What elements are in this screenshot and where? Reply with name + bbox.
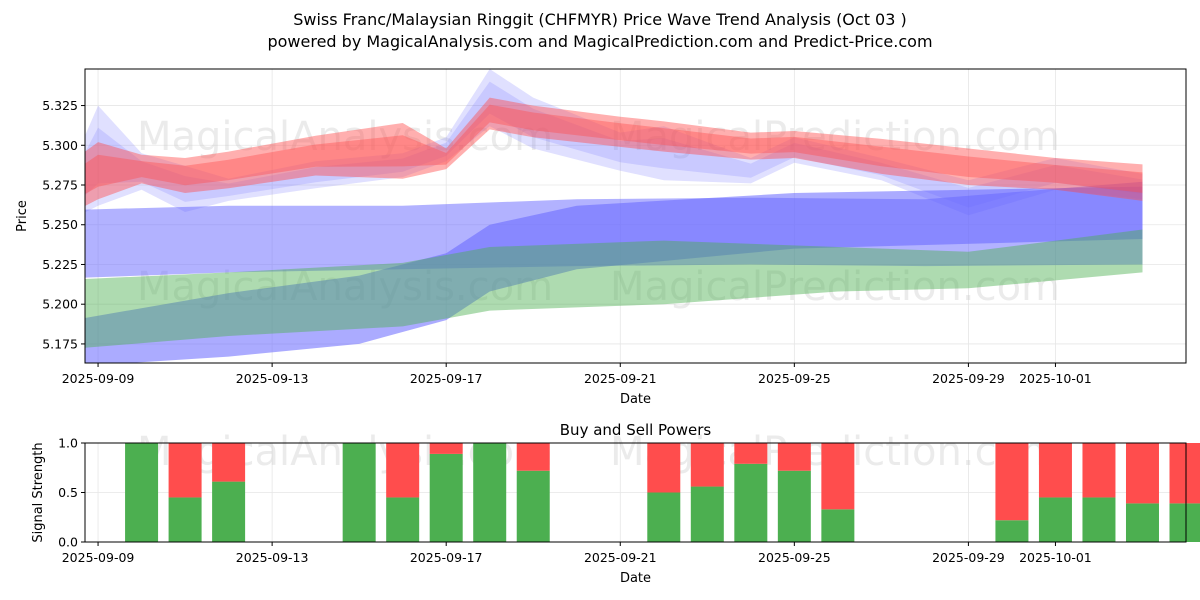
y-tick-label: 5.275 <box>42 178 78 193</box>
watermark-text: MagicalAnalysis.com <box>137 114 553 160</box>
plot-frame <box>84 68 1187 364</box>
sell-bar <box>429 443 463 454</box>
buy-bar <box>777 470 811 542</box>
watermark-text: MagicalPrediction.com <box>610 114 1060 160</box>
bar-y-tick-label: 0.0 <box>58 535 78 550</box>
x-tick-label: 2025-10-01 <box>1019 371 1092 386</box>
buy-bar <box>821 509 855 542</box>
buy-bar <box>1082 497 1116 542</box>
sell-bar <box>821 443 855 510</box>
bar-chart-title: Buy and Sell Powers <box>560 421 712 439</box>
sell-bar <box>734 443 768 464</box>
bands-group <box>85 69 1143 363</box>
bar-x-tick-label: 2025-09-25 <box>758 550 831 565</box>
y-tick-label: 5.325 <box>42 98 78 113</box>
x-tick-label: 2025-09-21 <box>584 371 657 386</box>
bar-x-tick-label: 2025-09-09 <box>62 550 135 565</box>
price-plot: MagicalAnalysis.com MagicalPrediction.com… <box>15 68 1187 407</box>
sell-bar <box>777 443 811 471</box>
sell-bar <box>516 443 550 471</box>
y-axis-label: Price <box>15 200 30 232</box>
sell-bar <box>1169 443 1200 504</box>
buy-bar <box>734 463 768 542</box>
buy-bar <box>125 443 159 542</box>
bar-x-tick-label: 2025-09-13 <box>236 550 309 565</box>
sell-bar <box>386 443 420 498</box>
bar-y-tick-label: 0.5 <box>58 485 78 500</box>
sell-bar <box>1125 443 1159 504</box>
x-tick-label: 2025-09-17 <box>410 371 483 386</box>
sell-bar <box>647 443 681 493</box>
buy-bar <box>647 492 681 542</box>
bar-x-tick-label: 2025-09-29 <box>932 550 1005 565</box>
blue-wave-band-core <box>85 81 1143 208</box>
buy-bar <box>429 453 463 542</box>
sell-bar <box>212 443 246 482</box>
bar-x-axis-label: Date <box>620 571 651 586</box>
x-tick-label: 2025-09-09 <box>62 371 135 386</box>
watermark-text: MagicalPrediction.com <box>610 264 1060 310</box>
blue-wave-band <box>85 69 1143 216</box>
bar-y-tick-label: 1.0 <box>58 436 78 451</box>
buy-bar <box>386 497 420 542</box>
sell-bar <box>690 443 724 487</box>
title-line-2: powered by MagicalAnalysis.com and Magic… <box>267 32 932 51</box>
red-wave-band <box>85 97 1143 207</box>
x-tick-label: 2025-09-25 <box>758 371 831 386</box>
y-tick-label: 5.300 <box>42 138 78 153</box>
buy-bar <box>995 520 1029 542</box>
blue-rising-band <box>85 186 1143 363</box>
buy-bar <box>1169 503 1200 542</box>
buy-bar <box>168 497 202 542</box>
green-band <box>85 229 1143 348</box>
bar-x-tick-label: 2025-09-21 <box>584 550 657 565</box>
buy-bar <box>1038 497 1072 542</box>
y-tick-label: 5.225 <box>42 257 78 272</box>
sell-bar <box>1082 443 1116 498</box>
x-axis-label: Date <box>620 392 651 407</box>
buy-bar <box>1125 503 1159 542</box>
title-line-1: Swiss Franc/Malaysian Ringgit (CHFMYR) P… <box>293 10 907 29</box>
bar-y-axis-label: Signal Strength <box>31 442 46 542</box>
buy-bar <box>212 481 246 542</box>
buy-bar <box>342 443 376 542</box>
red-wave-band-core <box>85 104 1143 195</box>
x-tick-label: 2025-09-29 <box>932 371 1005 386</box>
bar-x-tick-label: 2025-09-17 <box>410 550 483 565</box>
buy-bar <box>690 486 724 542</box>
sell-bar <box>995 443 1029 521</box>
y-tick-label: 5.175 <box>42 336 78 351</box>
buy-sell-plot: MagicalAnalysis.comMagicalPrediction.com… <box>31 421 1200 586</box>
buy-bar <box>473 443 507 542</box>
y-tick-label: 5.200 <box>42 297 78 312</box>
y-tick-label: 5.250 <box>42 217 78 232</box>
x-tick-label: 2025-09-13 <box>236 371 309 386</box>
buy-bar <box>516 470 550 542</box>
sell-bar <box>168 443 202 498</box>
bar-x-tick-label: 2025-10-01 <box>1019 550 1092 565</box>
sell-bar <box>1038 443 1072 498</box>
